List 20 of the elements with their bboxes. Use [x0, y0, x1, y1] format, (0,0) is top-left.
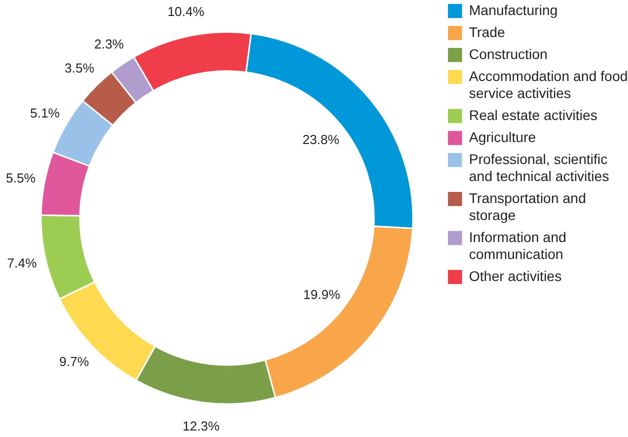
legend-label: Agriculture: [469, 129, 536, 145]
data-label: 2.3%: [94, 36, 124, 52]
legend-label: Information and communication: [469, 229, 566, 262]
data-label: 19.9%: [303, 286, 341, 302]
data-label: 9.7%: [59, 354, 90, 369]
legend-label: Real estate activities: [469, 107, 598, 123]
data-label: 3.5%: [64, 60, 95, 76]
legend-label: Other activities: [469, 268, 562, 284]
data-label: 7.4%: [7, 255, 38, 270]
legend-label: Professional, scientific and technical activities: [469, 151, 610, 184]
legend-label: Construction: [469, 46, 548, 62]
legend-label: Trade: [469, 24, 506, 40]
data-label: 12.3%: [182, 418, 220, 434]
data-label: 10.4%: [167, 4, 205, 20]
data-label: 23.8%: [302, 132, 340, 148]
data-label: 5.5%: [6, 170, 36, 186]
legend-label: Manufacturing: [469, 2, 558, 18]
legend-label: Accommodation and food service activities: [469, 68, 628, 101]
legend-label: Transportation and storage: [469, 190, 586, 223]
data-label: 5.1%: [30, 105, 60, 120]
